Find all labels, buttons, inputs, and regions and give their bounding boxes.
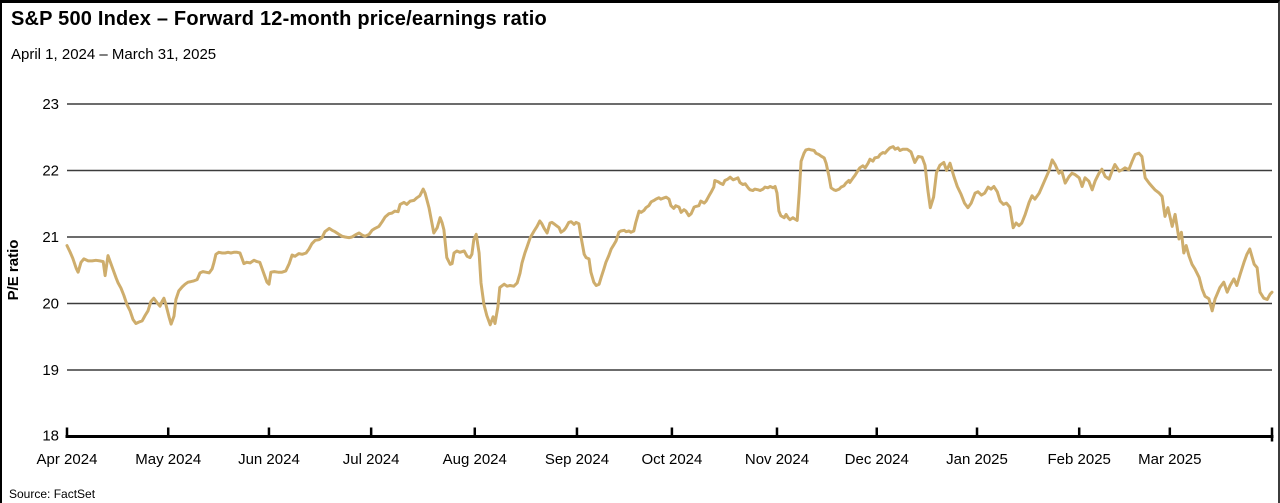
source-note: Source: FactSet — [9, 487, 96, 501]
y-axis-title: P/E ratio — [5, 240, 22, 301]
x-tick-label-Mar-2025: Mar 2025 — [1138, 451, 1201, 468]
x-tick-label-May-2024: May 2024 — [135, 451, 201, 468]
pe-ratio-line-chart: P/E ratio 18 19 20 21 22 23 Apr 2024 May 2024 Ju… — [5, 96, 1274, 468]
x-tick-label-Jul-2024: Jul 2024 — [343, 451, 400, 468]
x-tick-label-Aug-2024: Aug 2024 — [443, 451, 507, 468]
x-tick-label-Dec-2024: Dec 2024 — [845, 451, 909, 468]
x-tick-label-Jan-2025: Jan 2025 — [946, 451, 1008, 468]
y-tick-label-22: 22 — [42, 163, 59, 180]
y-tick-label-20: 20 — [42, 296, 59, 313]
x-tick-label-Oct-2024: Oct 2024 — [641, 451, 702, 468]
x-tick-label-Feb-2025: Feb 2025 — [1048, 451, 1111, 468]
pe-ratio-series-line — [65, 145, 1274, 327]
y-tick-label-21: 21 — [42, 229, 59, 246]
y-tick-label-19: 19 — [42, 362, 59, 379]
y-tick-label-23: 23 — [42, 96, 59, 113]
y-tick-label-18: 18 — [42, 428, 59, 445]
chart-title: S&P 500 Index – Forward 12-month price/e… — [11, 8, 547, 30]
x-tick-label-Sep-2024: Sep 2024 — [545, 451, 609, 468]
chart-subtitle: April 1, 2024 – March 31, 2025 — [11, 46, 217, 63]
x-tick-label-Nov-2024: Nov 2024 — [745, 451, 809, 468]
x-tick-label-Jun-2024: Jun 2024 — [238, 451, 300, 468]
x-tick-label-Apr-2024: Apr 2024 — [37, 451, 98, 468]
